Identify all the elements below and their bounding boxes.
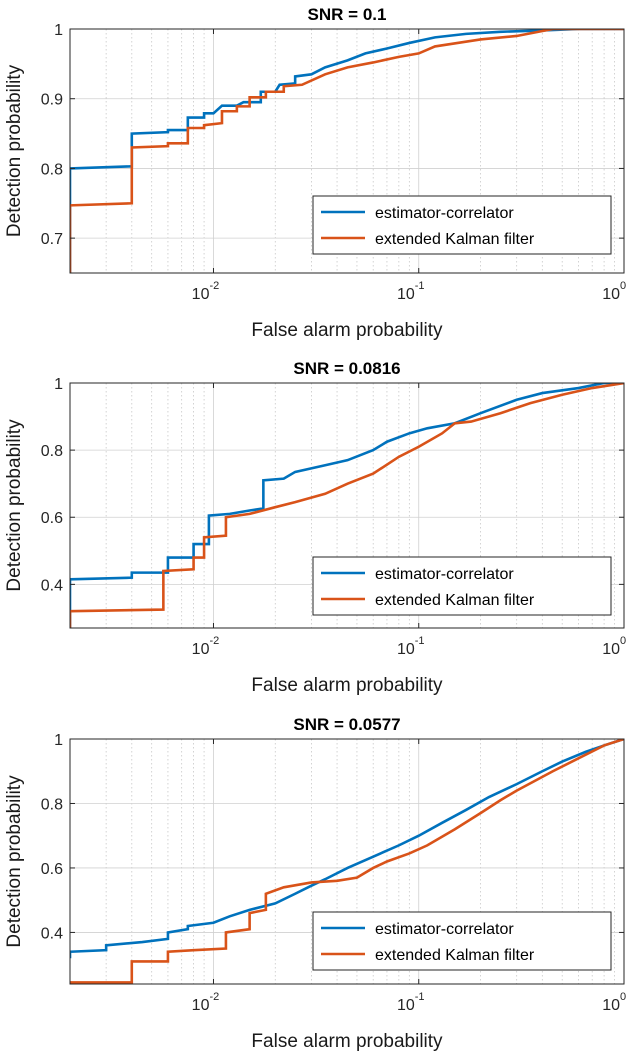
x-tick-label: 10 -1	[397, 280, 425, 303]
x-tick-base: 10	[602, 997, 620, 1014]
x-tick-label: 10 -2	[192, 991, 220, 1014]
y-tick-label: 1	[54, 22, 63, 39]
x-tick-base: 10	[192, 641, 210, 658]
x-tick-exponent: -1	[415, 991, 425, 1003]
legend-entry: estimator-correlator	[375, 205, 514, 222]
y-tick-label: 0.9	[41, 92, 63, 109]
y-tick-label: 0.4	[41, 577, 63, 594]
axis-box	[69, 738, 625, 985]
legend-entry: extended Kalman filter	[375, 231, 535, 248]
x-tick-base: 10	[397, 641, 415, 658]
x-tick-base: 10	[192, 997, 210, 1014]
x-tick-exponent: 0	[620, 991, 626, 1003]
y-axis-label: Detection probability	[4, 419, 25, 592]
series-line-estimator-correlator	[70, 739, 624, 959]
x-axis-label: False alarm probability	[251, 1031, 443, 1052]
x-tick-label: 10 0	[602, 991, 626, 1014]
x-tick-exponent: -2	[209, 280, 219, 292]
axis-box	[69, 28, 625, 274]
y-tick-label: 0.4	[41, 925, 63, 942]
x-tick-base: 10	[192, 286, 210, 303]
y-axis-label: Detection probability	[4, 775, 25, 948]
chart-title: SNR = 0.1	[308, 5, 387, 24]
y-axis-label: Detection probability	[4, 64, 25, 237]
series-line-estimator-correlator	[70, 383, 624, 628]
x-tick-base: 10	[602, 286, 620, 303]
series-line-extended-kalman-filter	[70, 739, 624, 984]
legend: estimator-correlator extended Kalman filt…	[312, 556, 612, 616]
y-tick-label: 1	[54, 376, 63, 393]
legend-box	[312, 195, 612, 255]
chart-title: SNR = 0.0577	[293, 715, 400, 734]
y-tick-label: 0.8	[41, 796, 63, 813]
chart-title: SNR = 0.0816	[293, 359, 400, 378]
legend-box	[312, 556, 612, 616]
legend-box	[312, 911, 612, 971]
x-tick-base: 10	[397, 286, 415, 303]
x-tick-label: 10 -1	[397, 635, 425, 658]
y-tick-label: 0.8	[41, 443, 63, 460]
y-tick-label: 0.6	[41, 510, 63, 527]
x-tick-label: 10 0	[602, 635, 626, 658]
legend-entry: extended Kalman filter	[375, 947, 535, 964]
y-tick-label: 0.8	[41, 161, 63, 178]
x-tick-label: 10 0	[602, 280, 626, 303]
series-line-extended-kalman-filter	[70, 383, 624, 628]
x-axis-label: False alarm probability	[251, 675, 443, 696]
x-tick-exponent: -2	[209, 635, 219, 647]
x-axis-label: False alarm probability	[251, 320, 443, 341]
y-tick-label: 1	[54, 732, 63, 749]
x-tick-exponent: 0	[620, 280, 626, 292]
x-tick-label: 10 -1	[397, 991, 425, 1014]
x-tick-base: 10	[397, 997, 415, 1014]
x-tick-exponent: 0	[620, 635, 626, 647]
series-line-extended-kalman-filter	[70, 29, 624, 273]
y-tick-label: 0.6	[41, 861, 63, 878]
y-tick-label: 0.7	[41, 231, 63, 248]
legend: estimator-correlator extended Kalman filt…	[312, 195, 612, 255]
x-tick-exponent: -1	[415, 635, 425, 647]
x-tick-exponent: -1	[415, 280, 425, 292]
x-tick-exponent: -2	[209, 991, 219, 1003]
x-tick-label: 10 -2	[192, 280, 220, 303]
legend-entry: estimator-correlator	[375, 921, 514, 938]
x-tick-base: 10	[602, 641, 620, 658]
legend-entry: extended Kalman filter	[375, 592, 535, 609]
axis-box	[69, 382, 625, 629]
legend: estimator-correlator extended Kalman filt…	[312, 911, 612, 971]
x-tick-label: 10 -2	[192, 635, 220, 658]
legend-entry: estimator-correlator	[375, 566, 514, 583]
